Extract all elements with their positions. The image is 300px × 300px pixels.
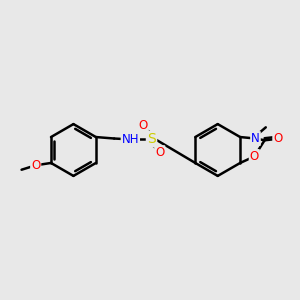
Text: O: O (139, 119, 148, 132)
Text: O: O (273, 132, 283, 145)
Text: S: S (147, 132, 156, 146)
Text: N: N (251, 132, 260, 145)
Text: NH: NH (122, 133, 139, 146)
Text: O: O (250, 150, 259, 163)
Text: O: O (31, 159, 40, 172)
Text: O: O (155, 146, 164, 159)
